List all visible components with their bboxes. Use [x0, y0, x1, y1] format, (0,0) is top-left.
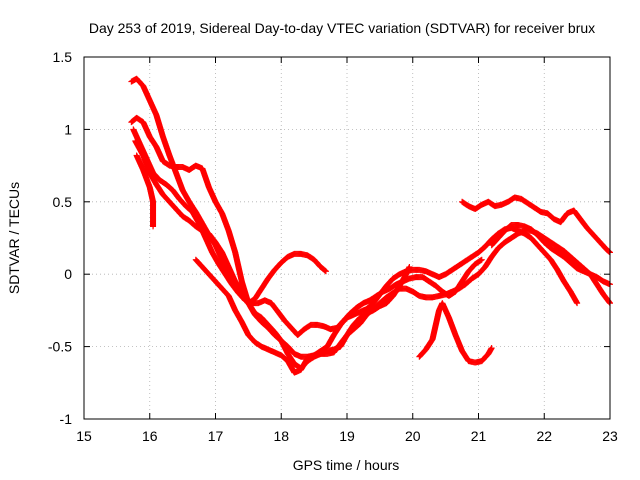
- y-tick-label: -1: [60, 411, 73, 427]
- x-tick-label: 22: [536, 428, 552, 444]
- y-axis-tick-labels: -1 -0.5 0 0.5 1 1.5: [48, 49, 72, 427]
- x-tick-label: 17: [208, 428, 224, 444]
- x-tick-label: 18: [273, 428, 289, 444]
- data-points: [128, 75, 613, 376]
- y-tick-label: 0.5: [53, 194, 73, 210]
- x-tick-label: 21: [471, 428, 487, 444]
- series-track-8: [416, 300, 495, 366]
- x-tick-label: 16: [142, 428, 158, 444]
- data-point: [574, 300, 581, 307]
- x-tick-label: 20: [405, 428, 421, 444]
- y-tick-label: 0: [64, 266, 72, 282]
- x-axis-title: GPS time / hours: [293, 457, 400, 473]
- y-tick-label: 1: [64, 121, 72, 137]
- y-tick-label: 1.5: [53, 49, 73, 65]
- data-point: [478, 256, 485, 263]
- y-tick-label: -0.5: [48, 339, 72, 355]
- y-axis-title: SDTVAR / TECUs: [6, 182, 22, 294]
- x-tick-label: 23: [602, 428, 618, 444]
- x-axis-tick-labels: 15 16 17 18 19 20 21 22 23: [76, 428, 618, 444]
- chart-title: Day 253 of 2019, Sidereal Day-to-day VTE…: [89, 20, 595, 36]
- x-tick-label: 15: [76, 428, 92, 444]
- series-track-3: [130, 126, 485, 339]
- series-track-9: [488, 221, 613, 288]
- x-tick-label: 19: [339, 428, 355, 444]
- data-point: [322, 268, 329, 275]
